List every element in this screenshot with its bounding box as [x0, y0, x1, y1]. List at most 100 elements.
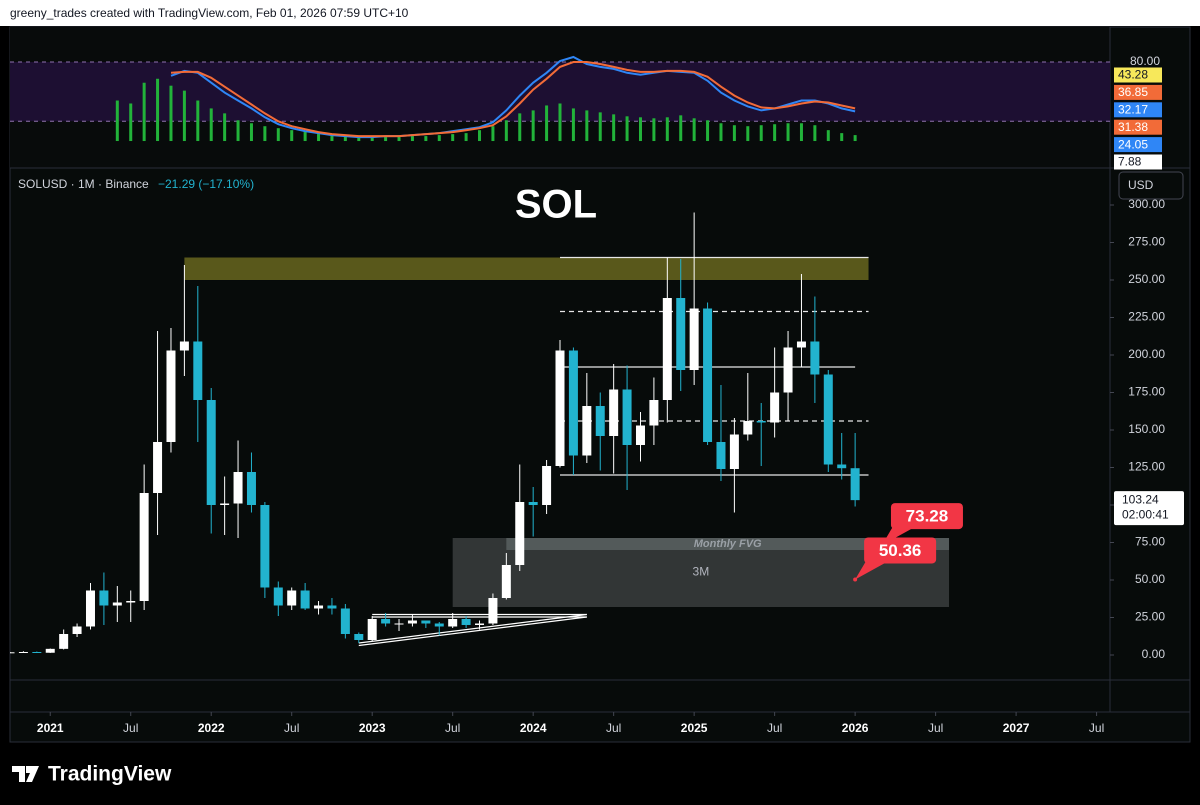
candle-body — [488, 597, 498, 624]
candle-body — [770, 392, 780, 423]
candle-body — [394, 623, 404, 625]
x-tick-label: 2026 — [842, 721, 869, 735]
candle-body — [568, 350, 578, 456]
histogram-bar — [813, 125, 817, 142]
x-tick-label: 2022 — [198, 721, 225, 735]
candle-body — [287, 590, 297, 606]
candle-body — [434, 623, 444, 627]
histogram-bar — [437, 135, 441, 142]
histogram-bar — [236, 120, 240, 142]
candle-body — [528, 501, 538, 505]
x-tick-label: Jul — [445, 721, 460, 735]
candle-body — [703, 308, 713, 442]
candle-body — [179, 341, 189, 351]
histogram-bar — [598, 112, 602, 142]
candle-body — [635, 425, 645, 445]
x-tick-label: Jul — [284, 721, 299, 735]
candle-body — [85, 590, 95, 627]
zone — [184, 257, 869, 281]
x-tick-label: Jul — [928, 721, 943, 735]
y-tick-label: 125.00 — [1128, 460, 1165, 474]
candle-body — [716, 441, 726, 469]
candle-body — [354, 633, 364, 640]
histogram-bar — [545, 105, 549, 142]
histogram-bar — [612, 114, 616, 142]
header-bar — [0, 0, 1200, 26]
histogram-bar — [504, 120, 508, 142]
candle-body — [595, 406, 605, 436]
callout-dot — [853, 577, 858, 582]
currency-label[interactable]: USD — [1128, 178, 1154, 192]
histogram-bar — [249, 123, 253, 142]
candle-body — [32, 651, 42, 653]
histogram-bar — [115, 100, 119, 142]
candle-body — [796, 341, 806, 348]
histogram-bar — [759, 125, 763, 142]
candle-body — [850, 468, 860, 501]
value-badge-label: 36.85 — [1118, 85, 1148, 99]
value-badge-label: 43.28 — [1118, 68, 1148, 82]
histogram-bar — [840, 133, 844, 142]
histogram-bar — [276, 128, 280, 142]
candle-body — [246, 471, 256, 505]
callout-box — [890, 503, 963, 530]
candle-body — [166, 350, 176, 442]
histogram-bar — [290, 130, 294, 142]
tradingview-logo — [12, 766, 39, 782]
histogram-bar — [665, 117, 669, 142]
histogram-bar — [478, 130, 482, 142]
value-badge — [1114, 84, 1162, 100]
candle-body — [515, 501, 525, 565]
candle-body — [582, 406, 592, 456]
histogram-bar — [719, 123, 723, 142]
logo-dot — [27, 766, 34, 772]
x-tick-label: Jul — [606, 721, 621, 735]
value-badge — [1114, 67, 1162, 83]
histogram-bar — [196, 100, 200, 142]
x-tick-label: Jul — [1089, 721, 1104, 735]
zone — [506, 537, 950, 550]
value-badge — [1114, 102, 1162, 118]
histogram-bar — [370, 137, 374, 142]
candle-body — [99, 590, 109, 606]
histogram-bar — [799, 123, 803, 142]
callout-label: 73.28 — [906, 507, 949, 526]
callout-box — [864, 537, 937, 564]
last-price-label: 103.24 — [1122, 492, 1159, 506]
histogram-bar — [317, 133, 321, 142]
candle-body — [475, 623, 485, 625]
x-tick-label: 2021 — [37, 721, 64, 735]
candle-body — [810, 341, 820, 375]
histogram-bar — [303, 131, 307, 142]
change-legend: −21.29 (−17.10%) — [158, 177, 254, 191]
candle-body — [327, 605, 337, 609]
histogram-bar — [518, 113, 522, 142]
value-badge-label: 32.17 — [1118, 102, 1148, 116]
histogram-bar — [826, 130, 830, 142]
candle-body — [729, 434, 739, 469]
histogram-bar — [652, 118, 656, 142]
candle-body — [153, 441, 163, 493]
y-tick-label: 225.00 — [1128, 310, 1165, 324]
y-tick-label: 275.00 — [1128, 235, 1165, 249]
histogram-bar — [531, 110, 535, 142]
histogram-bar — [129, 103, 133, 142]
x-tick-label: Jul — [767, 721, 782, 735]
candle-body — [72, 626, 82, 634]
histogram-bar — [330, 134, 334, 142]
currency-button[interactable] — [1118, 171, 1184, 200]
histogram-bar — [384, 137, 388, 142]
candle-body — [260, 504, 270, 588]
candle-body — [233, 471, 243, 504]
x-tick-label: 2023 — [359, 721, 386, 735]
histogram-bar — [732, 125, 736, 142]
candle-body — [555, 350, 565, 466]
histogram-bar — [424, 136, 428, 142]
histogram-bar — [142, 82, 146, 142]
histogram-bar — [223, 113, 227, 142]
candle-body — [193, 341, 203, 401]
candle-body — [10, 652, 15, 654]
zone-label: Monthly FVG — [694, 538, 762, 550]
countdown-label: 02:00:41 — [1122, 507, 1169, 521]
candle-body — [367, 618, 377, 640]
